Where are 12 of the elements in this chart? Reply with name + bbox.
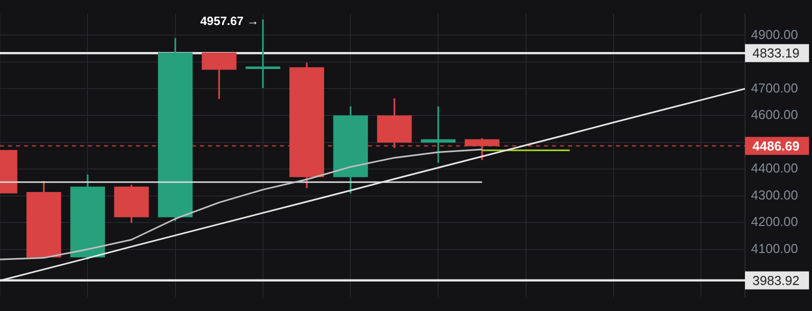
ref-line-label: 4833.19: [752, 46, 800, 61]
ref-line-label: 3983.92: [752, 272, 800, 288]
y-tick-label: 4100.00: [751, 240, 798, 256]
y-tick-label: 4400.00: [751, 160, 798, 176]
y-tick-label: 4300.00: [751, 187, 798, 202]
y-tick-label: 4700.00: [751, 80, 798, 96]
annotation: 4957.67 →: [200, 14, 259, 28]
candlestick: [246, 19, 280, 88]
y-tick-label: 4200.00: [751, 214, 798, 230]
ref-line-label: 4486.69: [752, 138, 800, 154]
y-tick-label: 4600.00: [751, 107, 798, 122]
y-tick-label: 4900.00: [751, 26, 798, 42]
